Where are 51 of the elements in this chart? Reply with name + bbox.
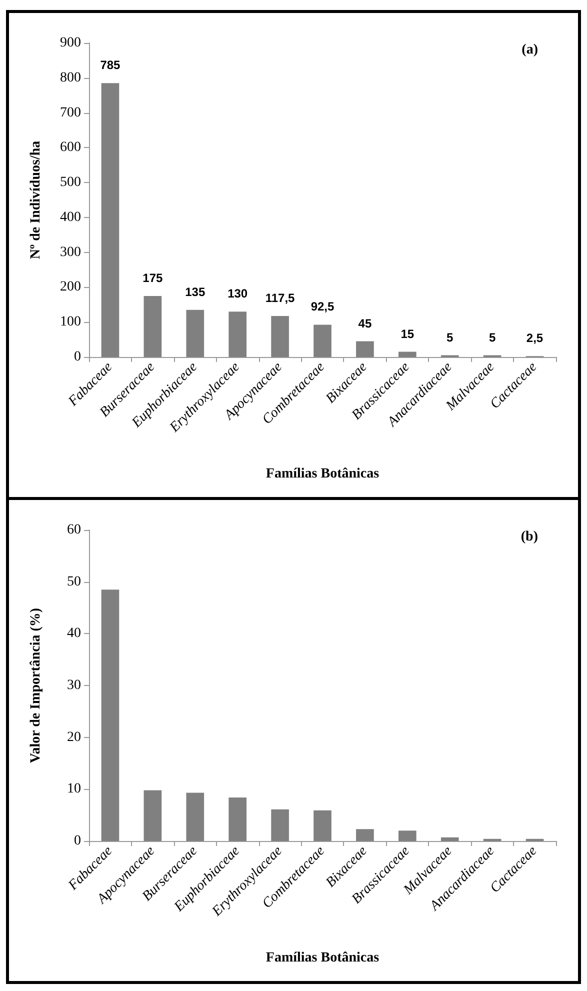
y-tick-label: 800 — [60, 70, 81, 86]
bar — [228, 797, 247, 841]
y-tick-label: 10 — [67, 782, 81, 797]
y-tick-label: 0 — [74, 834, 81, 848]
bar — [186, 310, 204, 357]
y-tick-label: 30 — [67, 678, 81, 693]
y-tick-label: 50 — [67, 574, 81, 590]
y-axis-title: Nº de Indivíduos/ha — [28, 140, 44, 260]
bar — [440, 837, 459, 841]
bar — [271, 809, 289, 841]
y-tick-label: 300 — [60, 244, 81, 260]
bar — [356, 829, 374, 841]
y-tick-label: 600 — [60, 140, 81, 156]
y-tick-label: 200 — [60, 280, 81, 295]
data-label: 15 — [400, 326, 414, 341]
bar — [398, 352, 416, 357]
annotation: (b) — [520, 530, 538, 544]
y-tick-label: 60 — [67, 522, 81, 538]
data-label: 135 — [185, 284, 206, 299]
bar — [101, 83, 120, 357]
y-tick-label: 500 — [60, 175, 81, 190]
data-label: 5 — [488, 330, 496, 344]
data-label: 175 — [142, 270, 164, 285]
bar — [314, 810, 332, 841]
data-label: 92,5 — [310, 300, 334, 314]
y-axis-title: Valor de Importância (%) — [28, 608, 44, 764]
x-axis-title: Famílias Botânicas — [266, 466, 380, 482]
bar — [186, 792, 204, 841]
data-label: 45 — [358, 316, 372, 330]
y-tick-label: 0 — [74, 350, 81, 364]
bar — [144, 296, 162, 357]
data-label: 5 — [446, 330, 454, 344]
bar — [356, 341, 374, 357]
data-label: 2,5 — [526, 331, 544, 346]
bar — [228, 312, 247, 357]
bar — [314, 324, 332, 357]
y-tick-label: 20 — [67, 730, 81, 745]
y-tick-label: 40 — [67, 626, 81, 642]
bar — [101, 590, 120, 841]
y-tick-label: 900 — [60, 36, 81, 50]
bar — [271, 316, 289, 357]
bar — [144, 790, 162, 841]
data-label: 117,5 — [265, 291, 296, 306]
data-label: 130 — [228, 286, 248, 301]
y-tick-label: 100 — [60, 314, 81, 330]
data-label: 785 — [100, 58, 121, 72]
annotation: (a) — [522, 42, 538, 58]
bar — [398, 830, 416, 841]
y-tick-label: 400 — [60, 210, 81, 225]
y-tick-label: 700 — [60, 105, 81, 120]
x-axis-title: Famílias Botânicas — [266, 950, 380, 966]
